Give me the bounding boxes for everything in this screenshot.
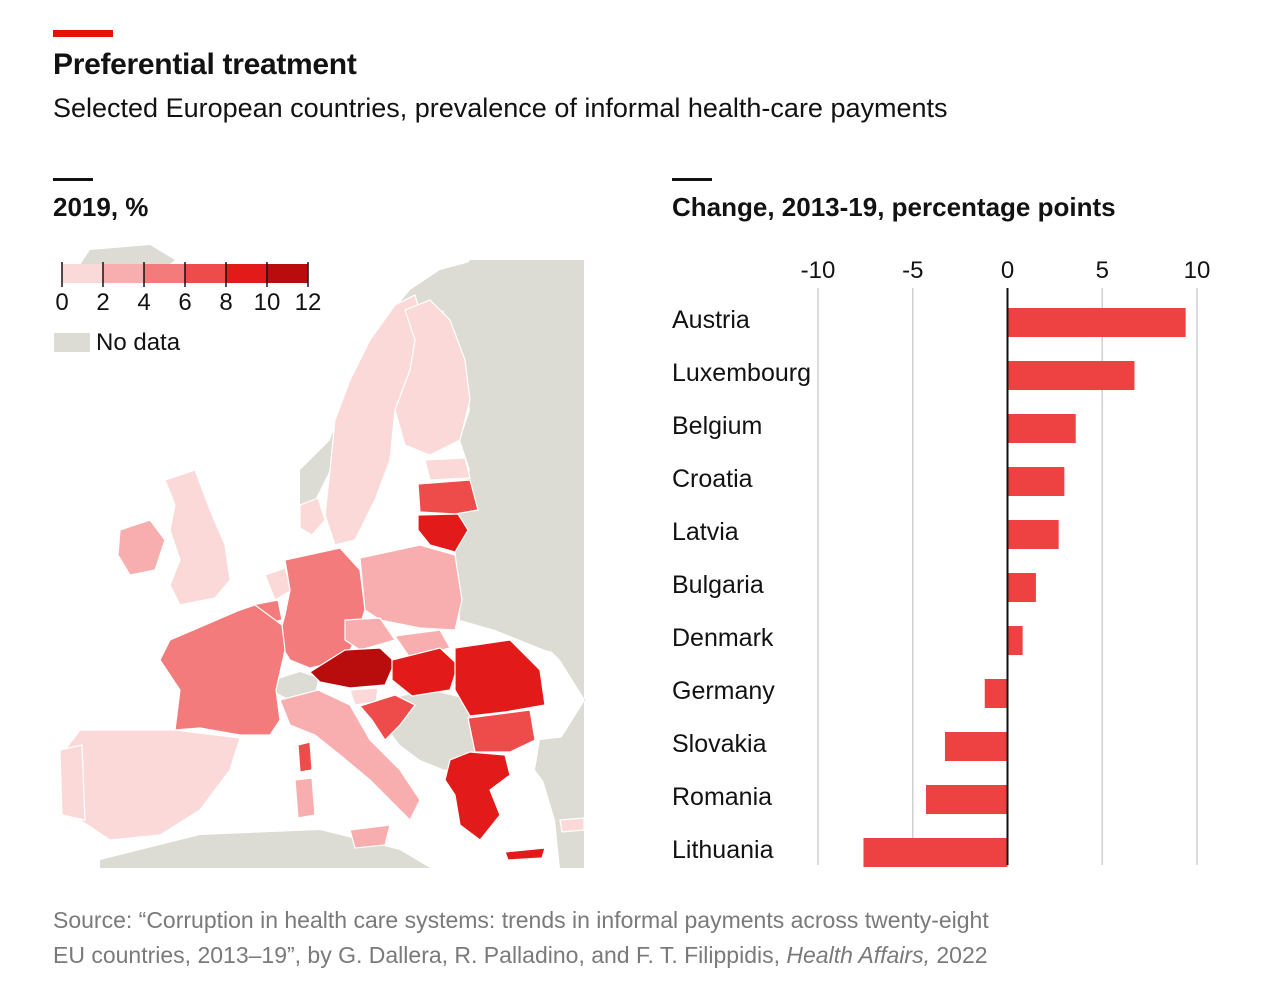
category-label: Luxembourg [672,359,811,387]
italy-shape [279,689,421,822]
legend-swatch [226,264,267,283]
legend-tick-label: 6 [178,289,191,316]
romania-shape [454,639,546,717]
bar-belgium [1007,414,1076,443]
north-africa-shape [100,830,430,868]
corsica-shape [297,741,313,773]
turkey-shape [535,735,584,790]
change-bar-chart: -10 -5 0 5 10 Austria Luxembourg Belgium Croati… [672,257,1211,867]
bar-lithuania [863,838,1008,867]
estonia-shape [424,457,471,481]
uk-shape [164,469,231,606]
bulgaria-shape [467,709,536,753]
crete-shape [504,847,546,861]
category-label: Bulgaria [672,571,764,599]
x-tick-label: 10 [1184,257,1211,284]
greece-shape [444,751,511,841]
sardinia-shape [294,777,316,819]
no-data-label: No data [96,329,181,356]
bar-bulgaria [1007,573,1036,602]
legend-swatch [144,264,185,283]
bar-germany [984,679,1008,708]
chart-title: Preferential treatment [53,48,357,81]
bar-panel-title: Change, 2013-19, percentage points [672,192,1116,222]
bar-latvia [1007,520,1059,549]
bar-croatia [1007,467,1065,496]
source-note: Source: “Corruption in health care syste… [53,903,989,973]
legend-tick-label: 4 [137,289,150,316]
category-label: Germany [672,677,775,705]
no-data-swatch [54,333,90,352]
brand-red-bar [53,30,113,37]
cyprus-shape [559,817,585,833]
denmark-shape [299,497,326,536]
legend-swatch [267,264,308,283]
bar-denmark [1007,626,1023,655]
spain-shape [59,729,241,841]
portugal-shape [59,744,86,821]
bar-austria [1007,308,1186,337]
legend-swatch [185,264,226,283]
latvia-shape [417,479,479,515]
austria-shape [309,647,396,689]
legend-tick-label: 10 [254,289,281,316]
category-label: Lithuania [672,836,774,864]
source-line-2: EU countries, 2013–19”, by G. Dallera, R… [53,938,989,973]
x-tick-label: 0 [1001,257,1014,284]
source-journal: Health Affairs, [786,942,930,968]
finland-shape [394,299,471,456]
europe-map: 0 2 4 6 8 10 12 No data [54,245,585,868]
x-tick-label: -10 [801,257,836,284]
france-shape [159,604,286,736]
category-label: Slovakia [672,730,767,758]
category-label: Latvia [672,518,739,546]
category-label: Belgium [672,412,762,440]
legend-tick-label: 8 [219,289,232,316]
lithuania-shape [417,513,469,553]
ireland-shape [117,519,166,576]
source-line-1: Source: “Corruption in health care syste… [53,907,989,933]
legend-tick-label: 0 [55,289,68,316]
bar-panel-rule [672,178,712,181]
chart-subtitle: Selected European countries, prevalence … [53,93,948,123]
ukraine-belarus-shape [455,540,584,660]
legend-tick-label: 2 [96,289,109,316]
x-tick-label: 5 [1096,257,1109,284]
category-label: Austria [672,306,750,334]
sicily-shape [349,824,391,849]
hungary-shape [391,647,459,697]
source-authors: EU countries, 2013–19”, by G. Dallera, R… [53,942,787,968]
legend-tick-label: 12 [295,289,322,316]
x-tick-label: -5 [902,257,923,284]
category-label: Romania [672,783,772,811]
map-legend: 0 2 4 6 8 10 12 No data [54,262,321,356]
bar-romania [926,785,1008,814]
poland-shape [359,544,463,631]
source-year: 2022 [929,942,988,968]
category-label: Denmark [672,624,774,652]
map-panel-title: 2019, % [53,192,149,222]
czechia-shape [344,617,396,651]
bar-slovakia [944,732,1008,761]
map-panel-rule [53,178,93,181]
bar-luxembourg [1007,361,1135,390]
legend-swatch [103,264,144,283]
croatia-shape [358,694,416,741]
category-label: Croatia [672,465,753,493]
legend-swatch [62,264,103,283]
